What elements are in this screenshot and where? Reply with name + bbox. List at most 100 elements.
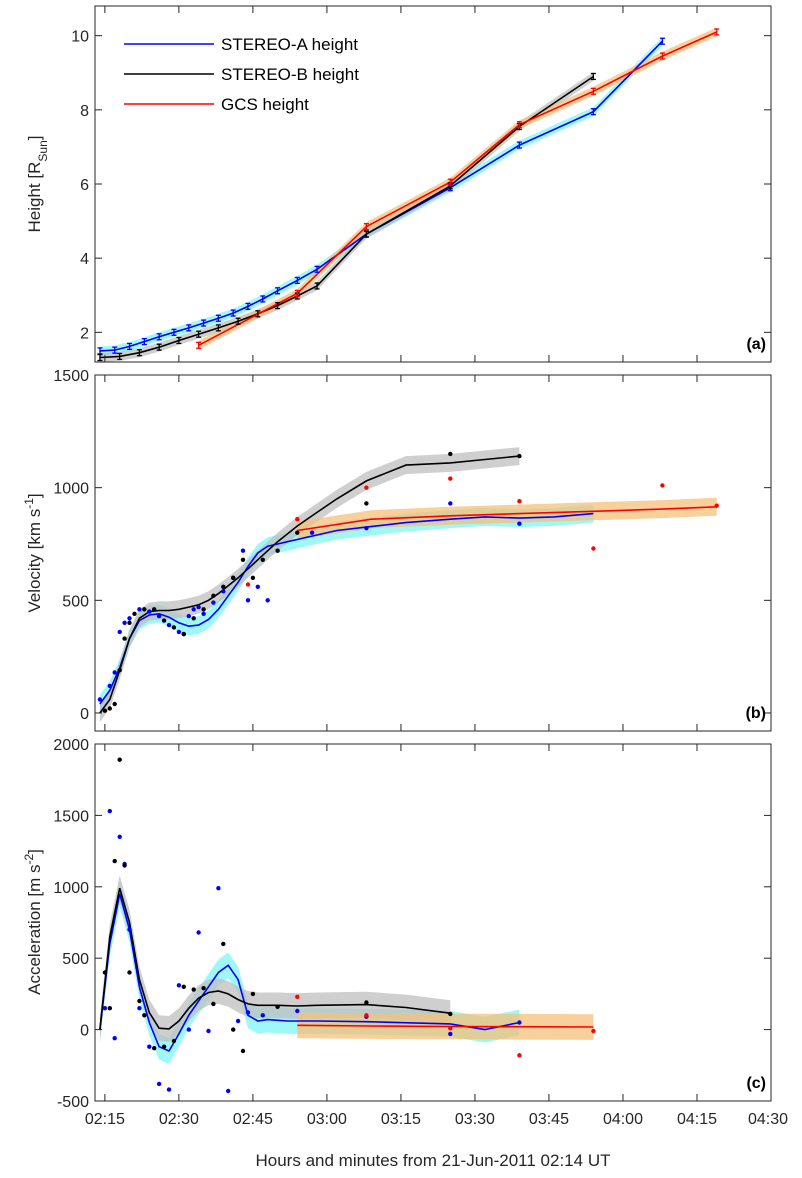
x-tick-label: 02:15 bbox=[85, 1111, 125, 1128]
y-tick-label: 8 bbox=[80, 103, 89, 120]
point-gcs bbox=[364, 1013, 369, 1018]
point-stereo-b bbox=[295, 530, 300, 535]
line-gcs bbox=[297, 506, 717, 532]
point-stereo-a bbox=[517, 521, 522, 526]
point-stereo-b bbox=[275, 548, 280, 553]
point-stereo-a bbox=[156, 613, 162, 619]
point-gcs bbox=[660, 483, 665, 488]
x-tick-label: 03:45 bbox=[529, 1111, 569, 1128]
panel-a-ylabel: Height [RSun] bbox=[25, 136, 50, 233]
point-stereo-a bbox=[117, 629, 122, 635]
panel-c-ticks: -500 0 500 1000 1500 2000 bbox=[53, 737, 772, 1111]
point-stereo-a bbox=[186, 613, 191, 619]
point-stereo-b bbox=[137, 998, 142, 1004]
point-stereo-a bbox=[201, 611, 206, 616]
point-stereo-a bbox=[112, 1036, 117, 1041]
point-stereo-a bbox=[102, 1006, 108, 1011]
point-stereo-b bbox=[102, 708, 108, 713]
point-stereo-b bbox=[132, 611, 137, 616]
panel-b-lines bbox=[97, 451, 719, 714]
y-tick-label: 500 bbox=[62, 951, 89, 968]
point-gcs bbox=[591, 546, 596, 551]
y-tick-label: 1000 bbox=[53, 880, 89, 897]
y-tick-label: 2 bbox=[80, 325, 89, 342]
legend: STEREO-A height STEREO-B height GCS heig… bbox=[124, 35, 359, 114]
point-stereo-b bbox=[152, 607, 157, 612]
x-tick-label: 04:15 bbox=[677, 1111, 717, 1128]
panel-acceleration: -500 0 500 1000 1500 2000 (c) Acceleration [m… bbox=[22, 737, 772, 1111]
point-stereo-b bbox=[250, 575, 256, 580]
point-stereo-b bbox=[211, 1001, 216, 1007]
point-stereo-b bbox=[112, 858, 117, 864]
point-stereo-b bbox=[221, 584, 226, 589]
panel-c-lines bbox=[99, 757, 596, 1094]
line-stereo-b bbox=[99, 887, 451, 1030]
point-stereo-b bbox=[127, 620, 132, 625]
point-stereo-a bbox=[186, 1027, 191, 1032]
point-stereo-a bbox=[240, 548, 246, 553]
x-tick-label: 03:00 bbox=[307, 1111, 347, 1128]
point-stereo-a bbox=[196, 930, 201, 935]
point-gcs bbox=[295, 517, 300, 522]
x-tick-label: 02:30 bbox=[159, 1111, 199, 1128]
point-stereo-a bbox=[166, 1087, 172, 1092]
x-tick-labels: 02:15 02:30 02:45 03:00 03:15 03:30 03:45 04:00… bbox=[85, 1111, 788, 1128]
legend-label-stereo-b: STEREO-B height bbox=[221, 65, 359, 84]
panel-a-lines bbox=[97, 28, 720, 362]
line-stereo-a bbox=[99, 893, 520, 1053]
point-stereo-b bbox=[122, 636, 127, 641]
point-stereo-a bbox=[176, 629, 182, 635]
y-tick-label: 10 bbox=[71, 29, 89, 46]
point-stereo-a bbox=[196, 604, 201, 610]
panel-b-frame bbox=[94, 374, 772, 732]
line-stereo-a bbox=[99, 512, 594, 705]
panel-b-bands bbox=[99, 447, 717, 722]
point-gcs bbox=[714, 503, 719, 508]
point-stereo-a bbox=[137, 607, 142, 612]
band-gcs bbox=[297, 497, 717, 540]
point-gcs bbox=[448, 1026, 453, 1031]
point-stereo-a bbox=[166, 622, 172, 628]
point-stereo-b bbox=[448, 451, 453, 457]
point-stereo-a bbox=[245, 1010, 251, 1015]
point-stereo-a bbox=[97, 697, 103, 702]
point-stereo-a bbox=[255, 584, 260, 589]
point-stereo-b bbox=[181, 984, 186, 989]
point-stereo-a bbox=[122, 620, 127, 625]
point-stereo-b bbox=[231, 1027, 236, 1032]
point-stereo-b bbox=[221, 941, 226, 947]
point-stereo-b bbox=[517, 453, 522, 459]
panel-b-ticks: 0 500 1000 1500 bbox=[53, 368, 772, 731]
panel-a-tag: (a) bbox=[746, 336, 766, 353]
line-stereo-b bbox=[99, 75, 594, 359]
point-stereo-a bbox=[127, 927, 132, 932]
point-stereo-a bbox=[235, 1018, 241, 1024]
point-stereo-a bbox=[191, 607, 196, 612]
point-stereo-b bbox=[107, 706, 113, 711]
point-stereo-b bbox=[117, 668, 122, 673]
y-tick-label: 1500 bbox=[53, 368, 89, 385]
band-stereo-a bbox=[99, 504, 594, 713]
y-tick-label: -500 bbox=[57, 1094, 89, 1111]
point-gcs bbox=[517, 1053, 522, 1058]
point-stereo-a bbox=[156, 1081, 162, 1087]
point-stereo-a bbox=[309, 530, 315, 535]
point-stereo-a bbox=[448, 1031, 453, 1037]
point-stereo-a bbox=[216, 886, 221, 891]
legend-label-gcs: GCS height bbox=[221, 95, 309, 114]
point-stereo-b bbox=[201, 607, 206, 612]
point-stereo-a bbox=[137, 1006, 142, 1011]
point-stereo-a bbox=[211, 600, 216, 605]
point-stereo-a bbox=[245, 598, 251, 603]
point-gcs bbox=[517, 499, 522, 504]
point-stereo-b bbox=[107, 1006, 113, 1011]
panel-a-ticks: 2 4 6 8 10 bbox=[71, 6, 772, 362]
point-stereo-b bbox=[240, 557, 246, 562]
band-stereo-b bbox=[99, 875, 451, 1043]
point-stereo-b bbox=[250, 991, 256, 997]
point-stereo-a bbox=[107, 808, 113, 814]
point-stereo-a bbox=[221, 589, 226, 594]
point-stereo-a bbox=[112, 670, 117, 675]
